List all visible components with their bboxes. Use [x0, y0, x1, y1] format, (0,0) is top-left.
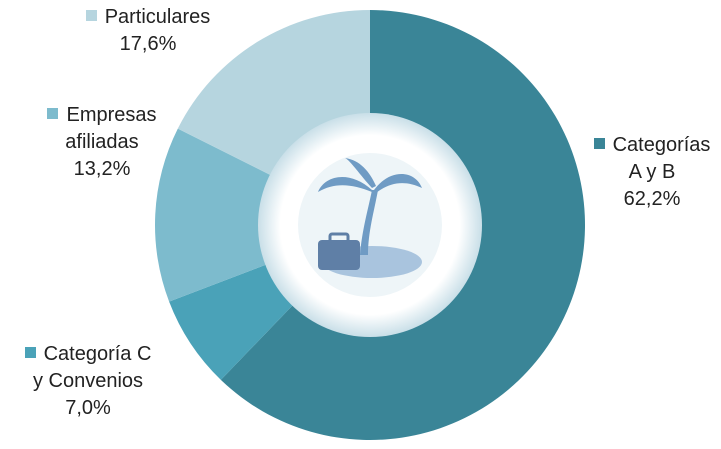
slice-label: Categoría C y Convenios 7,0%: [22, 341, 154, 422]
island-icon: [318, 158, 422, 278]
donut-slice: [177, 10, 370, 181]
slice-label: Empresas afiliadas 13,2%: [42, 102, 162, 183]
donut-slice: [155, 128, 281, 302]
category-name: Particulares: [104, 6, 211, 28]
category-name: Categorías A y B: [612, 134, 711, 183]
slice-label: Particulares 17,6%: [73, 4, 223, 58]
legend-swatch: [24, 347, 36, 358]
donut-slice: [220, 10, 585, 441]
value-label: 17,6%: [119, 33, 177, 55]
donut-slice: [169, 260, 301, 380]
legend-swatch: [47, 108, 59, 119]
slice-label: Categorías A y B 62,2%: [590, 132, 715, 213]
value-label: 7,0%: [65, 397, 111, 419]
category-name: Categoría C y Convenios: [32, 343, 152, 392]
legend-swatch: [85, 10, 97, 21]
value-label: 13,2%: [73, 158, 131, 180]
value-label: 62,2%: [623, 188, 681, 210]
category-name: Empresas afiliadas: [65, 104, 157, 153]
legend-swatch: [593, 138, 605, 149]
